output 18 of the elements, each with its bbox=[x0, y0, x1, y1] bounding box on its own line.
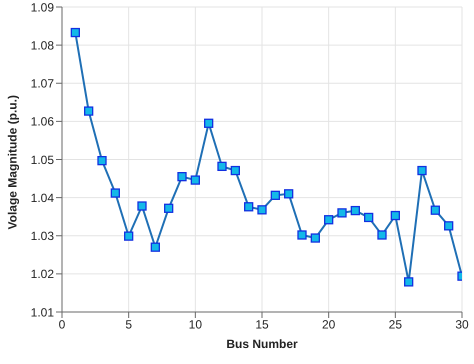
x-tick-label: 10 bbox=[188, 318, 202, 332]
y-tick-label: 1.04 bbox=[30, 190, 54, 205]
x-tick-label: 0 bbox=[58, 318, 66, 332]
y-tick-label: 1.03 bbox=[30, 229, 54, 244]
y-tick-label: 1.05 bbox=[30, 152, 54, 167]
y-tick-label: 1.08 bbox=[30, 38, 54, 52]
y-tick-label: 1.09 bbox=[30, 0, 54, 14]
y-tick-label: 1.06 bbox=[30, 114, 54, 129]
y-tick-label: 1.01 bbox=[30, 305, 54, 320]
x-tick-label: 25 bbox=[388, 318, 402, 332]
y-tick-label: 1.02 bbox=[30, 267, 54, 282]
x-tick-label: 15 bbox=[255, 318, 269, 332]
y-tick-label: 1.07 bbox=[30, 76, 54, 91]
y-axis-title: Volage Magnitude (p.u.) bbox=[5, 95, 20, 230]
x-axis-title: Bus Number bbox=[226, 337, 298, 351]
x-tick-label: 5 bbox=[125, 318, 132, 332]
x-tick-label: 30 bbox=[455, 318, 469, 332]
x-tick-label: 20 bbox=[322, 318, 336, 332]
